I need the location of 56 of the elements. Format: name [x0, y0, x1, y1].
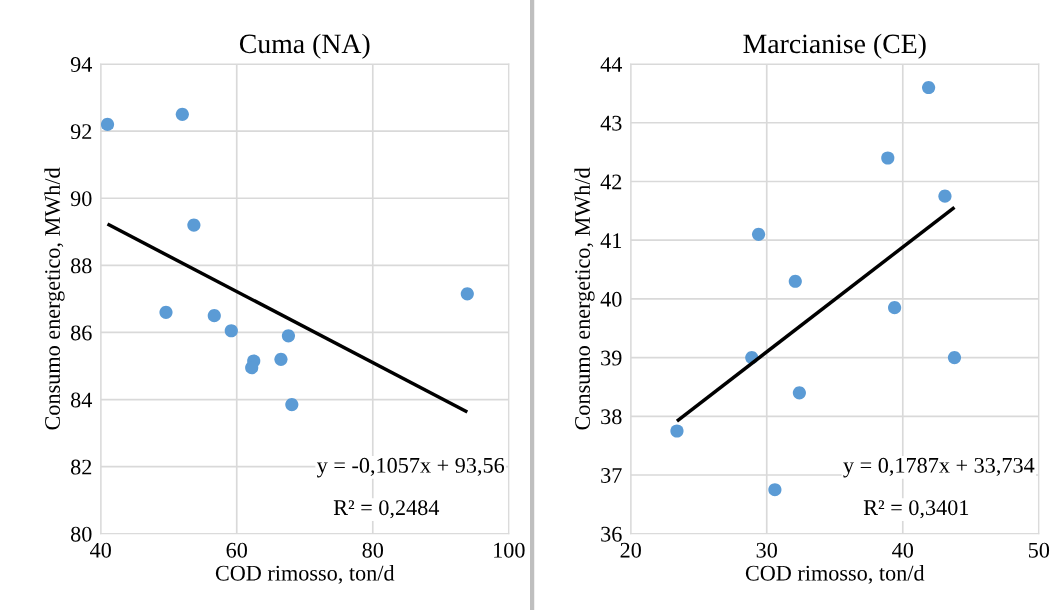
y-tick-label: 80 — [70, 526, 92, 542]
annotation: y = -0,1057x + 93,56 — [316, 457, 505, 478]
y-tick-label: 44 — [600, 57, 623, 72]
point — [788, 274, 802, 288]
point — [175, 107, 189, 121]
point — [888, 301, 902, 315]
y-tick-label: 41 — [600, 233, 622, 248]
point — [670, 424, 684, 438]
point — [281, 329, 296, 343]
y-tick-label: 42 — [600, 174, 622, 190]
point — [224, 324, 238, 338]
point — [751, 227, 766, 241]
chart-title: Cuma (NA) — [239, 33, 370, 59]
point — [947, 351, 962, 365]
y-tick-label: 37 — [601, 468, 622, 483]
y-tick-label: 92 — [70, 124, 92, 140]
annotation: R² = 0,3401 — [863, 500, 969, 519]
point — [792, 386, 806, 400]
point — [285, 397, 299, 412]
y-tick-label: 88 — [70, 258, 92, 274]
y-tick-label: 86 — [70, 325, 92, 341]
y-tick-label: 82 — [70, 459, 92, 475]
x-tick-label: 20 — [620, 542, 641, 558]
point — [274, 352, 288, 366]
x-tick-label: 60 — [226, 542, 247, 558]
point — [768, 483, 782, 497]
x-axis-title: COD rimosso, ton/d — [745, 565, 925, 584]
chart-title: Marcianise (CE) — [743, 33, 926, 59]
point — [159, 305, 173, 319]
annotation: y = 0,1787x + 33,734 — [843, 457, 1035, 478]
x-tick-label: 40 — [892, 542, 914, 558]
x-tick-label: 80 — [362, 542, 384, 558]
x-tick-label: 50 — [1028, 542, 1050, 558]
x-axis-title: COD rimosso, ton/d — [215, 565, 395, 584]
y-tick-label: 38 — [601, 409, 622, 425]
point — [938, 189, 952, 203]
y-axis-title: Consumo energetico, MWh/d — [44, 167, 65, 430]
y-tick-label: 84 — [70, 392, 93, 408]
point — [187, 218, 201, 232]
y-axis-title: Consumo energetico, MWh/d — [574, 167, 595, 430]
x-tick-label: 100 — [494, 542, 525, 558]
point — [207, 309, 221, 323]
y-tick-label: 40 — [600, 291, 622, 307]
point — [245, 361, 259, 375]
y-tick-label: 39 — [601, 350, 622, 366]
point — [100, 117, 115, 132]
annotation: R² = 0,2484 — [333, 500, 440, 519]
x-tick-label: 40 — [90, 542, 111, 558]
point — [460, 287, 474, 301]
x-tick-label: 30 — [756, 542, 777, 558]
point — [922, 80, 936, 95]
y-tick-label: 36 — [601, 526, 622, 542]
y-tick-label: 43 — [600, 115, 622, 131]
y-tick-label: 90 — [70, 191, 92, 207]
point — [881, 151, 895, 165]
y-tick-label: 94 — [70, 57, 93, 72]
